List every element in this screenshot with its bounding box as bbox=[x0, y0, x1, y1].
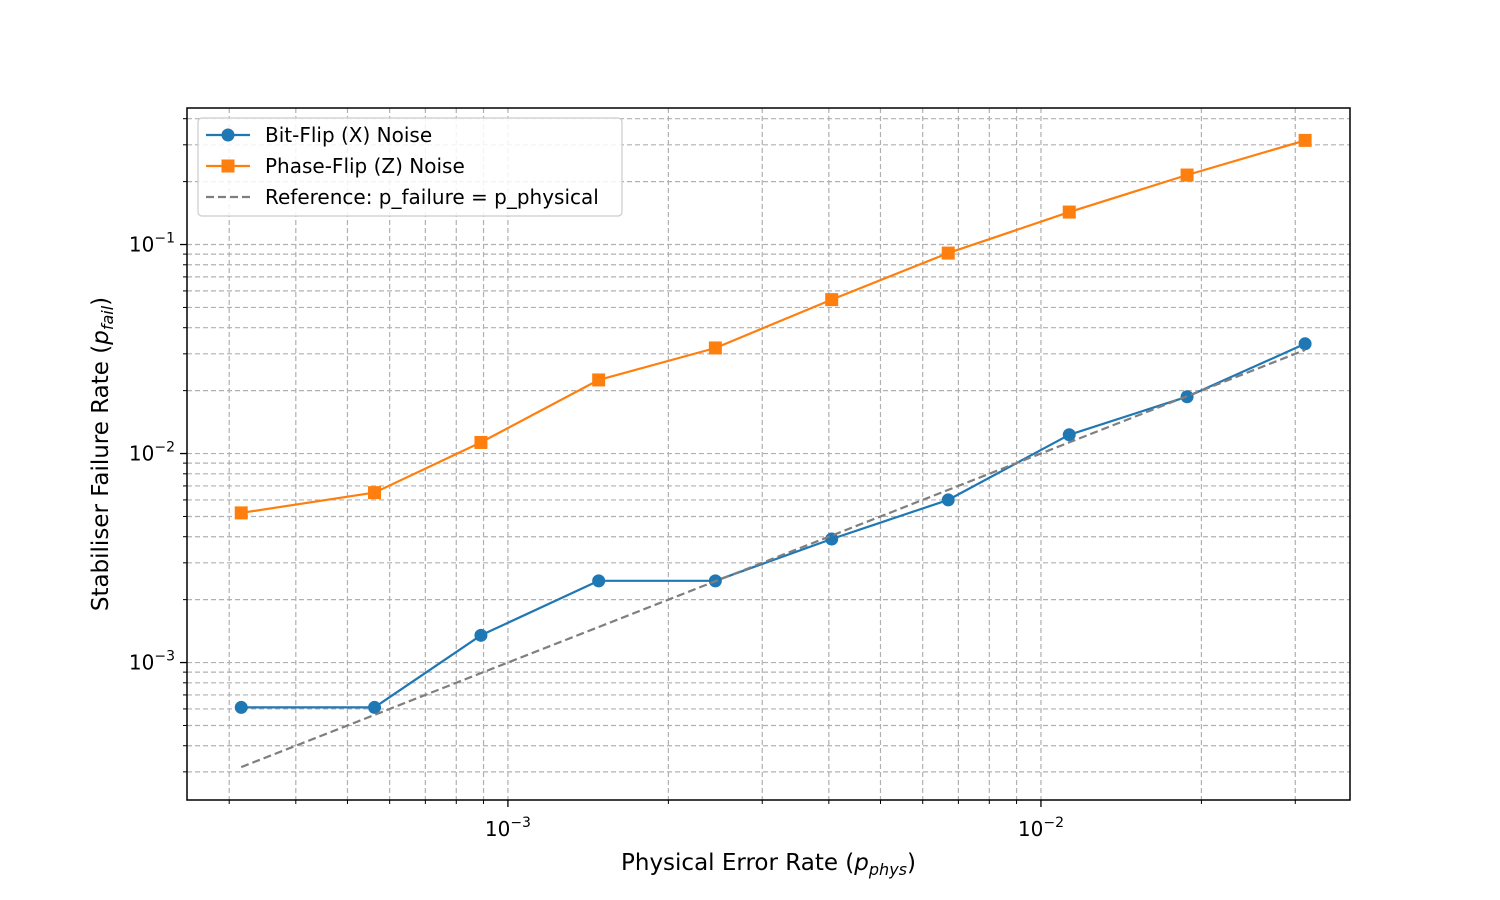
data-point-phase-flip-z-noise bbox=[1180, 168, 1194, 182]
data-point-phase-flip-z-noise bbox=[825, 293, 839, 307]
data-point-phase-flip-z-noise bbox=[1062, 205, 1076, 219]
axis-ticks: 10−3 10−2 10−3 10−2 10−1 bbox=[129, 118, 1296, 841]
y-axis-label: Stabiliser Failure Rate (pfail) bbox=[88, 297, 117, 611]
x-tick-label: 10−3 bbox=[485, 815, 531, 841]
data-point-phase-flip-z-noise bbox=[234, 506, 248, 520]
legend-label-reference: Reference: p_failure = p_physical bbox=[265, 185, 599, 209]
series-line-bit-flip-x-noise bbox=[241, 342, 1306, 709]
series-line-reference-p-failure-p-physical bbox=[240, 348, 1306, 769]
data-point-phase-flip-z-noise bbox=[708, 341, 722, 355]
data-point-bit-flip-x-noise bbox=[1298, 337, 1312, 351]
series-line-phase-flip-z-noise bbox=[241, 139, 1306, 514]
data-point-bit-flip-x-noise bbox=[1062, 428, 1076, 442]
data-point-bit-flip-x-noise bbox=[234, 700, 248, 714]
legend-marker-bit-flip bbox=[221, 128, 235, 142]
legend-label-bit-flip: Bit-Flip (X) Noise bbox=[265, 123, 432, 147]
series-layer bbox=[234, 133, 1312, 769]
data-point-bit-flip-x-noise bbox=[368, 700, 382, 714]
x-axis-label: Physical Error Rate (pphys) bbox=[621, 850, 916, 879]
data-point-phase-flip-z-noise bbox=[368, 486, 382, 500]
legend-label-phase-flip: Phase-Flip (Z) Noise bbox=[265, 154, 465, 178]
data-point-phase-flip-z-noise bbox=[592, 373, 606, 387]
y-tick-label: 10−3 bbox=[129, 649, 175, 675]
legend-marker-phase-flip bbox=[221, 159, 235, 173]
y-tick-label: 10−1 bbox=[129, 231, 175, 257]
y-tick-label: 10−2 bbox=[129, 440, 175, 466]
legend-box bbox=[197, 117, 623, 217]
data-point-phase-flip-z-noise bbox=[941, 246, 955, 260]
data-point-bit-flip-x-noise bbox=[474, 628, 488, 642]
data-point-phase-flip-z-noise bbox=[474, 435, 488, 449]
legend: Bit-Flip (X) Noise Phase-Flip (Z) Noise … bbox=[197, 117, 623, 217]
x-tick-label: 10−2 bbox=[1018, 815, 1064, 841]
data-point-bit-flip-x-noise bbox=[941, 493, 955, 507]
data-point-bit-flip-x-noise bbox=[592, 574, 606, 588]
data-point-phase-flip-z-noise bbox=[1298, 133, 1312, 147]
